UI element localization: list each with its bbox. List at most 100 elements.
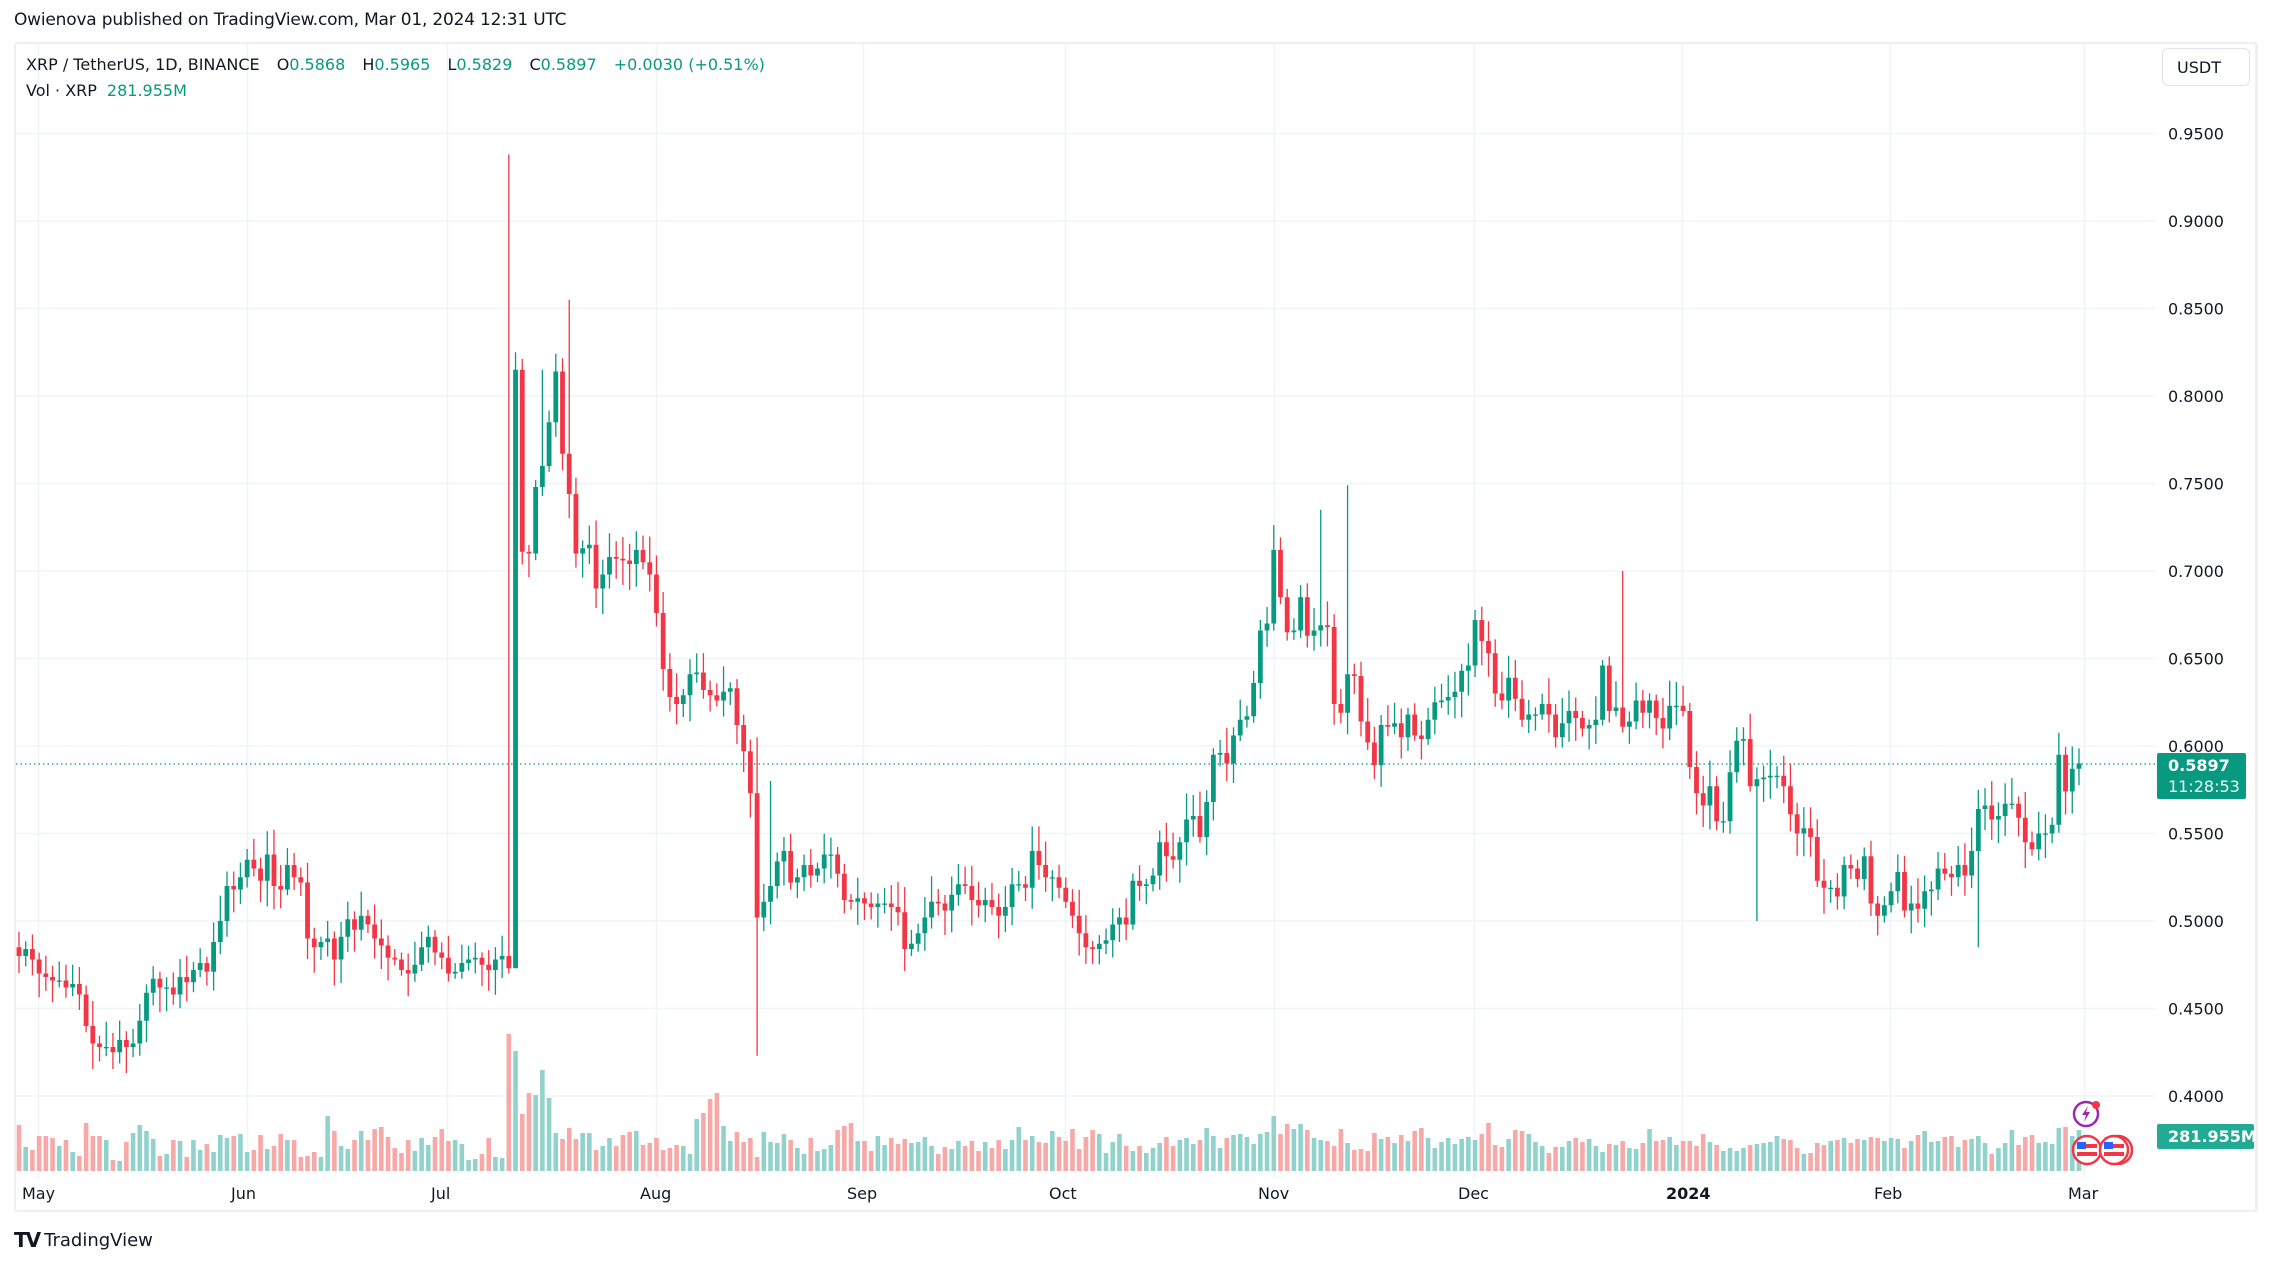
volume-bar — [1365, 1151, 1371, 1171]
candle — [1861, 856, 1867, 879]
volume-bar — [1177, 1140, 1183, 1171]
volume-bar — [459, 1144, 465, 1171]
symbol-title[interactable]: XRP / TetherUS, 1D, BINANCE — [26, 55, 260, 74]
volume-bar — [1385, 1137, 1391, 1171]
candle — [446, 957, 451, 974]
volume-bar — [1734, 1151, 1740, 1171]
volume-bar — [1170, 1146, 1176, 1171]
close-label: C — [529, 55, 541, 74]
volume-bar — [1492, 1145, 1498, 1171]
volume-bar — [1271, 1116, 1277, 1171]
lightning-event-icon[interactable] — [2072, 1098, 2102, 1132]
volume-bar — [432, 1137, 438, 1171]
volume-bar — [338, 1146, 344, 1171]
ohlc-legend-row: XRP / TetherUS, 1D, BINANCE O0.5868 H0.5… — [26, 52, 777, 78]
tradingview-brand[interactable]: TradingView — [44, 1229, 153, 1251]
candle — [962, 884, 968, 886]
volume-bar — [332, 1131, 337, 1171]
volume-bar — [1814, 1143, 1820, 1171]
volume-bar — [1050, 1131, 1055, 1171]
volume-bar — [1553, 1147, 1558, 1171]
volume-bar — [184, 1157, 190, 1171]
volume-bar — [815, 1151, 820, 1171]
volume-bar — [1298, 1124, 1303, 1171]
candle — [318, 942, 324, 948]
volume-bar — [1197, 1140, 1203, 1171]
candle — [835, 854, 841, 874]
volume-bar — [573, 1139, 579, 1171]
volume-bar — [1338, 1129, 1344, 1171]
candle — [30, 949, 35, 960]
candle — [1727, 772, 1733, 822]
candle — [1465, 665, 1471, 671]
candle — [519, 369, 525, 552]
candle — [1640, 700, 1646, 713]
volume-bar — [466, 1160, 471, 1171]
us-flag-event-icon[interactable] — [2098, 1134, 2134, 1170]
candle — [2076, 763, 2082, 769]
candle — [405, 970, 411, 974]
candle — [774, 861, 780, 886]
candle — [969, 886, 975, 900]
volume-bar — [1392, 1143, 1397, 1171]
candle — [801, 865, 807, 878]
volume-bar — [754, 1157, 760, 1171]
change-value: +0.0030 (+0.51%) — [613, 55, 765, 74]
volume-bar — [419, 1138, 424, 1171]
volume-bar — [1902, 1148, 1907, 1171]
volume-bar — [1278, 1134, 1283, 1171]
candle — [76, 984, 82, 995]
volume-bar — [124, 1142, 129, 1171]
last-price-value: 0.5897 — [2168, 756, 2230, 775]
bar-countdown: 11:28:53 — [2168, 777, 2240, 796]
volume-bar — [1835, 1140, 1840, 1171]
price-axis-label: 0.9000 — [2168, 212, 2224, 231]
volume-bar — [2043, 1142, 2048, 1171]
candle — [1137, 880, 1142, 886]
candle — [103, 1047, 109, 1049]
volume-bar — [305, 1156, 310, 1171]
volume-bar — [439, 1129, 445, 1171]
volume-bar — [50, 1138, 55, 1171]
volume-bar — [915, 1142, 921, 1171]
candle — [949, 894, 955, 911]
volume-bar — [587, 1133, 592, 1171]
candle — [1130, 880, 1136, 925]
candle — [1244, 716, 1250, 720]
time-axis-label: Jun — [230, 1184, 256, 1203]
volume-bar — [1398, 1135, 1404, 1171]
volume-bar — [620, 1135, 626, 1171]
candle — [16, 947, 22, 956]
candle — [1049, 877, 1055, 879]
volume-bar — [1291, 1129, 1297, 1171]
candle — [278, 886, 284, 890]
volume-bar — [144, 1131, 149, 1171]
candle — [593, 544, 599, 589]
candle — [191, 970, 196, 983]
candle — [1875, 903, 1881, 916]
time-axis-label: Nov — [1258, 1184, 1289, 1203]
volume-bar — [1700, 1134, 1706, 1171]
candle — [2049, 824, 2055, 834]
candle — [1553, 714, 1558, 738]
candle — [1761, 777, 1766, 780]
volume-bar — [1479, 1134, 1485, 1171]
volume-bar — [70, 1152, 75, 1171]
volume-bar — [1036, 1142, 1042, 1171]
time-axis-label: 2024 — [1666, 1184, 1711, 1203]
candle — [1566, 711, 1572, 724]
candle — [1224, 753, 1230, 764]
candle — [1358, 676, 1364, 722]
volume-bar — [150, 1139, 156, 1171]
volume-bar — [821, 1149, 827, 1171]
volume-bar — [1848, 1143, 1854, 1171]
volume-bar — [298, 1157, 304, 1171]
candle — [989, 900, 995, 907]
candle — [600, 574, 606, 589]
currency-button[interactable]: USDT — [2162, 48, 2250, 86]
volume-bar — [848, 1123, 854, 1171]
volume-bar — [741, 1142, 746, 1171]
candle — [539, 466, 545, 487]
volume-bar — [1258, 1134, 1263, 1171]
